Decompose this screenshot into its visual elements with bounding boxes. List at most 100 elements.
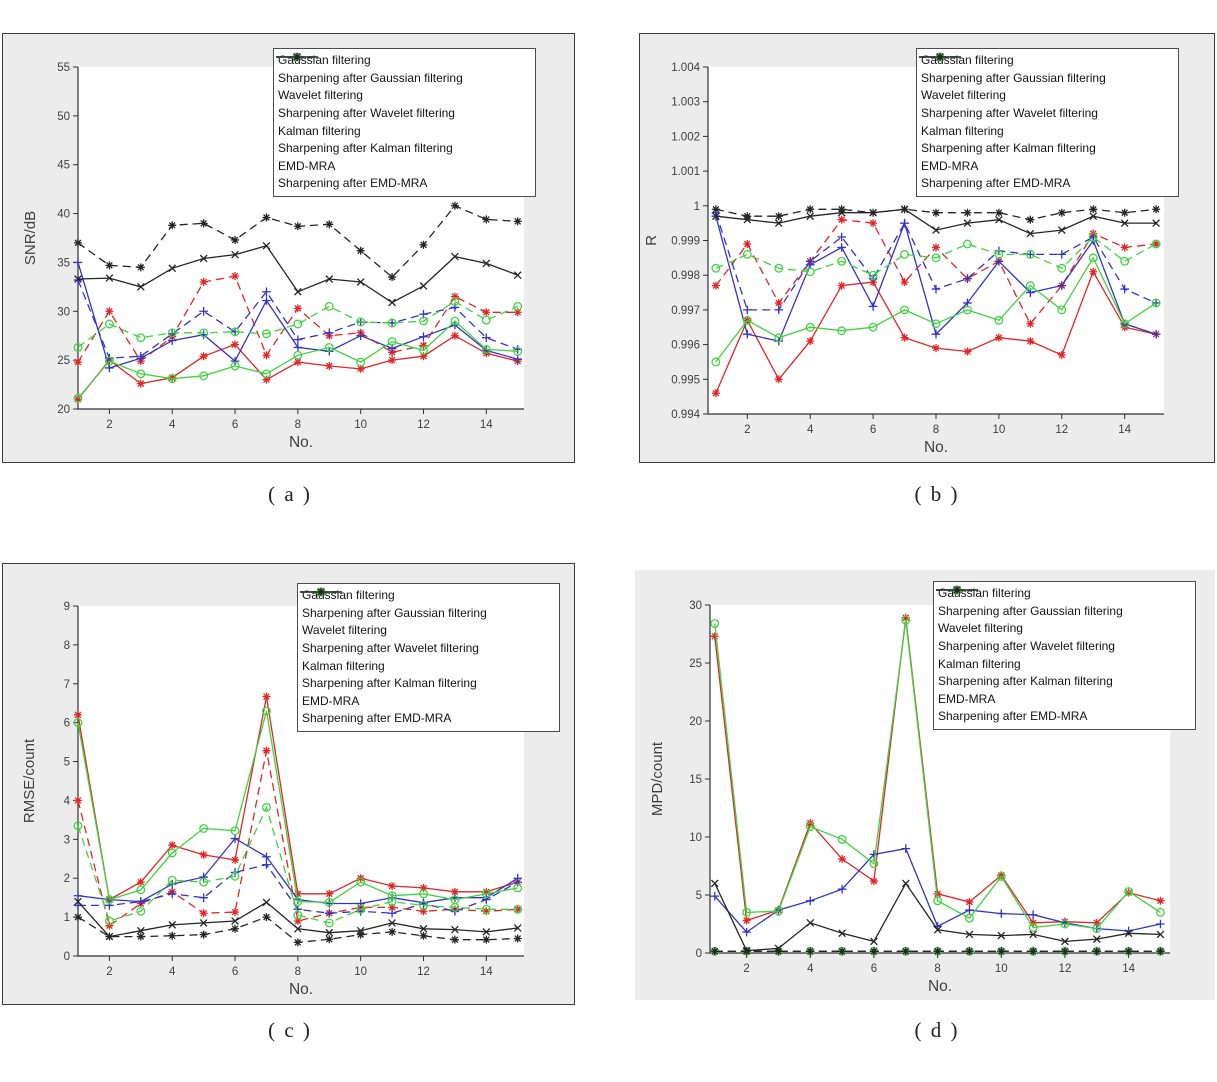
chart-panel-b: 0.994 0.995 0.996 0.997 0.998 0.999 1 1.001 1.00… bbox=[639, 33, 1215, 463]
y-tick-label: 1.001 bbox=[671, 166, 700, 178]
legend-item-gaussian-sharp: Sharpening after Gaussian filtering bbox=[300, 588, 555, 623]
caption-d: ( d ) bbox=[914, 1018, 960, 1042]
legend-label: Sharpening after Kalman filtering bbox=[921, 141, 1096, 156]
y-tick-label: 9 bbox=[64, 601, 70, 613]
series-kalman-markers bbox=[711, 253, 1161, 367]
x-tick-label: 2 bbox=[106, 966, 112, 978]
y-tick-label: 2 bbox=[64, 873, 70, 885]
series-emd-mra-sharp-markers bbox=[711, 205, 1161, 224]
x-tick-label: 14 bbox=[480, 419, 493, 431]
series-kalman-markers bbox=[73, 706, 523, 907]
legend-item-emd-mra: EMD-MRA bbox=[936, 586, 1191, 709]
legend-label: Sharpening after EMD-MRA bbox=[921, 176, 1071, 191]
y-axis-label: SNR/dB bbox=[22, 211, 39, 265]
x-axis-label: No. bbox=[928, 978, 952, 995]
legend-item-wavelet-sharp: Sharpening after Wavelet filtering bbox=[276, 52, 531, 123]
legend-line-sample-emd-mra-sharp bbox=[300, 588, 342, 596]
series-kalman-markers bbox=[710, 615, 1165, 934]
x-tick-label: 12 bbox=[1059, 963, 1072, 975]
series-kalman-markers bbox=[73, 316, 523, 403]
legend-label: Kalman filtering bbox=[938, 656, 1021, 671]
x-tick-label: 8 bbox=[933, 424, 939, 436]
y-tick-label: 1.003 bbox=[671, 97, 700, 109]
legend-line-sample-emd-mra-sharp bbox=[276, 53, 318, 61]
y-tick-label: 0.998 bbox=[671, 270, 700, 282]
legend-label: EMD-MRA bbox=[938, 691, 996, 706]
legend-item-kalman: Kalman filtering bbox=[936, 585, 1191, 673]
legend-label: Wavelet filtering bbox=[921, 88, 1006, 103]
legend-item-emd-mra-sharp: Sharpening after EMD-MRA bbox=[276, 53, 531, 193]
legend-item-wavelet-sharp: Sharpening after Wavelet filtering bbox=[936, 585, 1191, 656]
y-tick-label: 1.002 bbox=[671, 131, 700, 143]
y-axis-label: MPD/count bbox=[649, 741, 666, 816]
legend-label: Sharpening after Kalman filtering bbox=[938, 674, 1113, 689]
y-tick-label: 8 bbox=[64, 640, 70, 652]
legend-label: Sharpening after Gaussian filtering bbox=[921, 70, 1106, 85]
x-tick-label: 12 bbox=[417, 966, 430, 978]
y-tick-label: 40 bbox=[57, 209, 70, 221]
x-tick-label: 4 bbox=[807, 963, 814, 975]
axes-lines bbox=[77, 67, 524, 410]
legend-label: Sharpening after Gaussian filtering bbox=[278, 70, 463, 85]
series-wavelet-sharp-markers bbox=[73, 275, 523, 363]
caption-c: ( c ) bbox=[268, 1018, 312, 1042]
y-tick-label: 35 bbox=[57, 257, 70, 269]
series-emd-mra-markers bbox=[74, 241, 522, 307]
legend-label: Kalman filtering bbox=[921, 123, 1004, 138]
legend-item-gaussian-sharp: Sharpening after Gaussian filtering bbox=[276, 53, 531, 88]
series-emd-mra-sharp-markers bbox=[74, 913, 522, 947]
x-tick-label: 10 bbox=[995, 963, 1008, 975]
x-axis-label: No. bbox=[924, 439, 948, 456]
x-tick-label: 8 bbox=[295, 419, 301, 431]
series-gaussian-sharp-line bbox=[77, 750, 518, 927]
x-tick-label: 8 bbox=[295, 966, 301, 978]
legend-label: Wavelet filtering bbox=[302, 623, 387, 638]
y-tick-label: 20 bbox=[689, 716, 702, 728]
legend-item-emd-mra-sharp: Sharpening after EMD-MRA bbox=[936, 586, 1191, 726]
x-tick-label: 8 bbox=[934, 963, 940, 975]
legend-label: EMD-MRA bbox=[302, 693, 360, 708]
x-tick-label: 14 bbox=[1118, 424, 1131, 436]
legend-item-wavelet: Wavelet filtering bbox=[919, 52, 1174, 105]
series-wavelet-markers bbox=[710, 844, 1165, 937]
y-tick-label: 0 bbox=[64, 951, 70, 963]
y-tick-label: 15 bbox=[689, 774, 702, 786]
legend-item-gaussian-sharp: Sharpening after Gaussian filtering bbox=[936, 586, 1191, 621]
y-tick-label: 45 bbox=[57, 160, 70, 172]
y-tick-label: 0.996 bbox=[671, 340, 700, 352]
caption-b: ( b ) bbox=[914, 482, 960, 506]
x-tick-label: 6 bbox=[232, 966, 238, 978]
y-tick-label: 0.997 bbox=[671, 305, 700, 317]
chart-panel-a: 20 25 30 35 40 45 50 55 2 4 6 8 10 12 14 SNR/dB No. Gaus… bbox=[2, 33, 575, 463]
x-tick-label: 14 bbox=[1122, 963, 1135, 975]
x-tick-label: 10 bbox=[354, 966, 367, 978]
legend-label: Sharpening after Wavelet filtering bbox=[921, 106, 1098, 121]
legend-d: Gaussian filtering Sharpening after Gauss… bbox=[933, 581, 1196, 730]
legend-a: Gaussian filtering Sharpening after Gauss… bbox=[273, 48, 536, 197]
y-tick-label: 0.995 bbox=[671, 374, 700, 386]
x-tick-label: 12 bbox=[1055, 424, 1068, 436]
x-tick-label: 4 bbox=[169, 966, 176, 978]
y-tick-label: 7 bbox=[64, 679, 70, 691]
y-tick-label: 4 bbox=[64, 795, 71, 807]
caption-a: ( a ) bbox=[268, 482, 312, 506]
legend-label: Wavelet filtering bbox=[938, 621, 1023, 636]
legend-label: Sharpening after EMD-MRA bbox=[302, 711, 452, 726]
series-kalman-sharp-line bbox=[77, 805, 518, 924]
chart-panel-c: 0 1 2 3 4 5 6 7 8 9 2 4 6 8 10 12 14 RMSE/count No. Gaussi… bbox=[2, 563, 575, 1005]
legend-item-kalman-sharp: Sharpening after Kalman filtering bbox=[936, 585, 1191, 691]
series-kalman-sharp-line bbox=[77, 300, 518, 348]
legend-label: Sharpening after Wavelet filtering bbox=[278, 106, 455, 121]
legend-label: Sharpening after EMD-MRA bbox=[278, 176, 428, 191]
legend-item-kalman: Kalman filtering bbox=[300, 587, 555, 675]
x-tick-label: 12 bbox=[417, 419, 430, 431]
legend-line-sample-emd-mra-sharp bbox=[919, 53, 961, 61]
legend-item-wavelet: Wavelet filtering bbox=[276, 52, 531, 105]
legend-label: Sharpening after Wavelet filtering bbox=[938, 639, 1115, 654]
legend-label: Sharpening after Gaussian filtering bbox=[302, 605, 487, 620]
y-axis-label: R bbox=[643, 235, 660, 246]
x-tick-label: 10 bbox=[354, 419, 367, 431]
x-tick-label: 14 bbox=[480, 966, 493, 978]
y-tick-label: 0.999 bbox=[671, 236, 700, 248]
